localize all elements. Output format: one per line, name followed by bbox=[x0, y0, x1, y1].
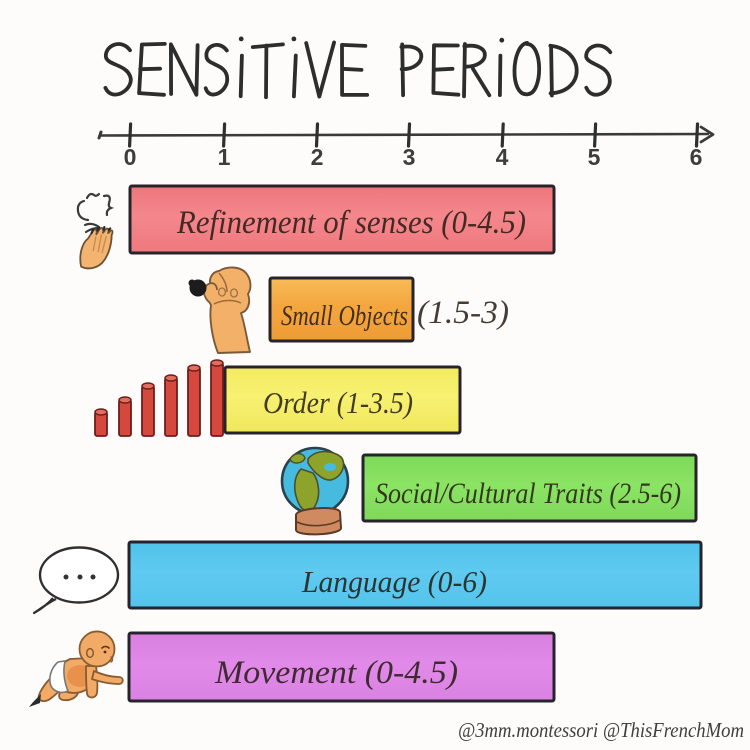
svg-text:Movement (0-4.5): Movement (0-4.5) bbox=[214, 655, 458, 691]
svg-text:Social/Cultural Traits (2.5-6): Social/Cultural Traits (2.5-6) bbox=[375, 477, 681, 510]
svg-text:Language (0-6): Language (0-6) bbox=[301, 564, 487, 599]
svg-text:Refinement of senses (0-4.5): Refinement of senses (0-4.5) bbox=[176, 205, 526, 241]
svg-text:1: 1 bbox=[218, 144, 231, 170]
svg-text:Small Objects: Small Objects bbox=[281, 300, 408, 332]
svg-text:Order (1-3.5): Order (1-3.5) bbox=[263, 385, 413, 420]
svg-text:6: 6 bbox=[690, 144, 703, 170]
svg-text:@3mm.montessori @ThisFrenchMom: @3mm.montessori @ThisFrenchMom bbox=[458, 718, 744, 742]
svg-text:3: 3 bbox=[403, 144, 416, 170]
svg-text:2: 2 bbox=[311, 144, 324, 170]
svg-text:(1.5-3): (1.5-3) bbox=[417, 295, 509, 331]
svg-text:4: 4 bbox=[496, 144, 509, 170]
svg-text:5: 5 bbox=[588, 144, 601, 170]
svg-text:0: 0 bbox=[124, 144, 137, 170]
